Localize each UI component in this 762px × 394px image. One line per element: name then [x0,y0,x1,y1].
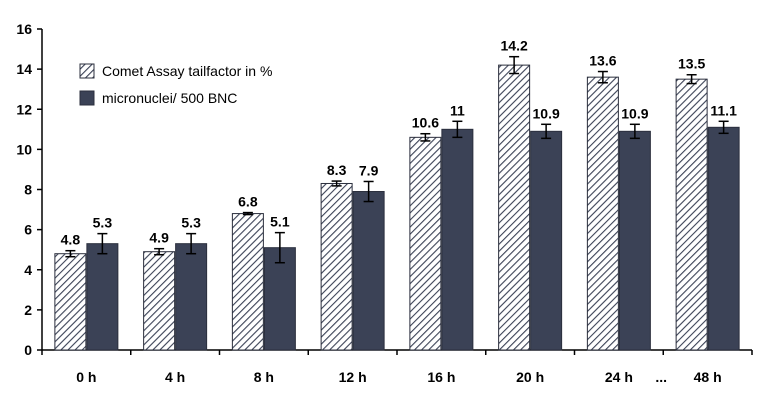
y-tick-label: 10 [16,141,32,157]
axis-break-marker: ... [655,369,667,385]
y-tick-label: 2 [24,302,32,318]
legend-swatch-micronuclei [79,90,95,106]
x-category-label: 8 h [254,369,274,385]
bar-comet-assay [320,182,353,351]
y-tick-label: 16 [16,21,32,37]
bar-micronuclei [618,130,651,351]
x-category-label: 20 h [516,369,544,385]
axes: 0 2 4 6 8 10 12 14 16 0 h 4 h 8 h 12 h 16 h 20 h 24 h 48… [16,21,753,385]
legend-label-comet: Comet Assay tailfactor in % [102,63,272,79]
value-label-micronuclei: 10.9 [621,105,648,121]
y-tick-label: 4 [24,262,32,278]
value-labels: 4.8 5.3 4.9 5.3 6.8 5.1 8.3 7.9 10.6 11 14.2 10.9 13… [61,38,737,248]
legend: Comet Assay tailfactor in % micronuclei/ … [79,63,272,106]
value-label-micronuclei: 11 [450,102,465,118]
bar-comet-assay [54,253,87,351]
bar-comet-assay [409,136,442,351]
value-label-comet: 14.2 [501,38,528,54]
bar-comet-assay [143,251,176,351]
bars [54,55,740,351]
legend-swatch-comet [79,63,95,79]
x-category-label: 16 h [427,369,455,385]
bar-micronuclei [175,243,208,351]
bar-micronuclei [86,243,119,351]
bar-micronuclei [263,247,296,351]
x-category-label: 12 h [339,369,367,385]
y-tick-label: 8 [24,182,32,198]
value-label-micronuclei: 5.3 [93,215,113,231]
x-category-label: 4 h [165,369,185,385]
bar-micronuclei [707,126,740,351]
bar-micronuclei [441,128,474,351]
x-category-label: 48 h [694,369,722,385]
value-label-micronuclei: 5.1 [270,214,290,230]
y-tick-label: 6 [24,222,32,238]
value-label-micronuclei: 11.1 [710,102,737,118]
value-label-comet: 13.5 [678,56,705,72]
bar-comet-assay [231,213,264,351]
bar-comet-assay [586,76,619,351]
value-label-comet: 10.6 [412,115,439,131]
value-label-comet: 4.9 [149,230,169,246]
value-label-micronuclei: 10.9 [533,105,560,121]
value-label-comet: 13.6 [589,53,616,69]
legend-label-micronuclei: micronuclei/ 500 BNC [102,90,237,106]
value-label-micronuclei: 7.9 [359,162,379,178]
value-label-comet: 4.8 [61,232,81,248]
y-tick-label: 12 [16,101,32,117]
bar-micronuclei [530,130,563,351]
bar-comet-assay [675,78,708,351]
x-category-label: 0 h [76,369,96,385]
value-label-comet: 8.3 [327,162,347,178]
y-tick-label: 0 [24,342,32,358]
bar-comet-assay [498,64,531,351]
x-category-label: 24 h [605,369,633,385]
value-label-comet: 6.8 [238,194,258,210]
y-tick-label: 14 [16,61,32,77]
value-label-micronuclei: 5.3 [181,215,201,231]
bar-micronuclei [352,191,385,351]
